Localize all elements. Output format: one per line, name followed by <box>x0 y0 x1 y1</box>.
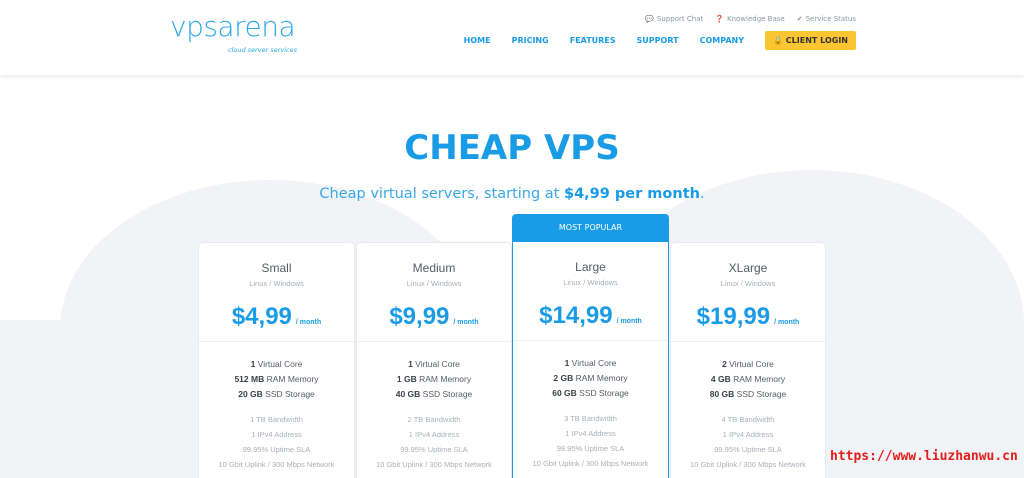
nav-home[interactable]: HOME <box>463 36 491 45</box>
feature-ip: 1 IPv4 Address <box>408 430 460 439</box>
price-value: $9,99 <box>389 303 450 330</box>
plan-card-large[interactable]: Large Linux / Windows $14,99/ month 1 Vi… <box>512 242 669 478</box>
support-chat-link[interactable]: 💬 Support Chat <box>645 14 703 24</box>
price-period: / month <box>774 319 800 326</box>
price-value: $19,99 <box>696 303 771 330</box>
question-circle-icon: ❓ <box>715 15 724 23</box>
subtitle-end: . <box>699 186 705 202</box>
plan-name: Medium <box>412 261 456 275</box>
feature-sla: 99.95% Uptime SLA <box>242 445 311 454</box>
feature-cores: 1 Virtual Core <box>564 358 617 368</box>
client-login-button[interactable]: 🔒 CLIENT LOGIN <box>765 31 856 50</box>
plan-price: $19,99/ month <box>671 303 825 333</box>
feature-bandwidth: 4 TB Bandwidth <box>721 415 775 424</box>
feature-cores: 2 Virtual Core <box>722 359 774 369</box>
main-nav: HOME PRICING FEATURES SUPPORT COMPANY 🔒 … <box>443 31 856 50</box>
feature-sla: 99.95% Uptime SLA <box>400 445 468 454</box>
price-value: $4,99 <box>231 303 292 330</box>
background-cloud <box>864 330 1024 478</box>
price-value: $14,99 <box>539 302 613 329</box>
login-label: CLIENT LOGIN <box>785 36 848 45</box>
site-header: vpsarena cloud server services 💬 Support … <box>0 0 1024 75</box>
plan-features: 1 Virtual Core 1 GB RAM Memory 40 GB SSD… <box>357 357 511 472</box>
lock-icon: 🔒 <box>773 36 783 45</box>
link-label: Service Status <box>805 15 856 23</box>
link-label: Knowledge Base <box>726 15 785 23</box>
nav-support[interactable]: SUPPORT <box>636 36 679 45</box>
plan-features: 2 Virtual Core 4 GB RAM Memory 80 GB SSD… <box>671 357 825 472</box>
feature-network: 10 Gbit Uplink / 300 Mbps Network <box>532 459 649 468</box>
page-title: CHEAP VPS <box>404 128 620 168</box>
plan-os: Linux / Windows <box>249 279 304 288</box>
logo-text: vpsarena <box>170 10 296 43</box>
feature-ram: 4 GB RAM Memory <box>710 374 786 384</box>
check-icon: ✔ <box>796 15 803 23</box>
feature-ip: 1 IPv4 Address <box>251 430 302 439</box>
feature-ram: 1 GB RAM Memory <box>396 374 472 384</box>
page-subtitle: Cheap virtual servers, starting at $4,99… <box>0 184 1024 204</box>
plan-os: Linux / Windows <box>563 278 618 287</box>
feature-storage: 20 GB SSD Storage <box>238 389 315 399</box>
plan-features: 1 Virtual Core 512 MB RAM Memory 20 GB S… <box>199 357 354 472</box>
feature-cores: 1 Virtual Core <box>408 359 460 369</box>
nav-company[interactable]: COMPANY <box>699 36 745 45</box>
logo-tagline: cloud server services <box>228 46 297 54</box>
logo[interactable]: vpsarena cloud server services <box>170 12 300 60</box>
plan-card-medium[interactable]: Medium Linux / Windows $9,99/ month 1 Vi… <box>356 242 512 478</box>
plan-price: $9,99/ month <box>357 303 511 333</box>
feature-storage: 40 GB SSD Storage <box>395 389 473 399</box>
feature-bandwidth: 2 TB Bandwidth <box>407 415 461 424</box>
plan-features: 1 Virtual Core 2 GB RAM Memory 60 GB SSD… <box>513 356 668 471</box>
feature-bandwidth: 1 TB Bandwidth <box>250 415 303 424</box>
plan-os: Linux / Windows <box>720 279 776 288</box>
feature-sla: 99.95% Uptime SLA <box>556 444 625 453</box>
subtitle-price: $4,99 per month <box>563 186 700 202</box>
service-status-link[interactable]: ✔ Service Status <box>797 14 856 24</box>
feature-storage: 60 GB SSD Storage <box>552 388 629 398</box>
link-label: Support Chat <box>656 15 704 23</box>
plan-name: XLarge <box>728 261 768 275</box>
price-period: / month <box>453 319 479 326</box>
feature-network: 10 Gbit Uplink / 300 Mbps Network <box>218 460 335 469</box>
feature-cores: 1 Virtual Core <box>250 359 303 369</box>
feature-sla: 99.95% Uptime SLA <box>714 445 782 454</box>
top-links: 💬 Support Chat ❓ Knowledge Base ✔ Service S… <box>645 14 856 24</box>
feature-bandwidth: 3 TB Bandwidth <box>564 414 617 423</box>
feature-storage: 80 GB SSD Storage <box>709 389 787 399</box>
feature-ram: 2 GB RAM Memory <box>553 373 628 383</box>
feature-ram: 512 MB RAM Memory <box>234 374 319 384</box>
price-period: / month <box>295 319 322 326</box>
plan-os: Linux / Windows <box>406 279 462 288</box>
divider <box>199 341 354 342</box>
feature-network: 10 Gbit Uplink / 300 Mbps Network <box>376 460 492 469</box>
divider <box>671 341 825 342</box>
watermark: https://www.liuzhanwu.cn <box>830 449 1018 464</box>
feature-network: 10 Gbit Uplink / 300 Mbps Network <box>690 460 806 469</box>
plan-name: Large <box>575 260 606 274</box>
divider <box>357 341 511 342</box>
feature-ip: 1 IPv4 Address <box>565 429 616 438</box>
plan-card-small[interactable]: Small Linux / Windows $4,99/ month 1 Vir… <box>198 242 355 478</box>
nav-features[interactable]: FEATURES <box>569 36 616 45</box>
nav-pricing[interactable]: PRICING <box>511 36 549 45</box>
background-cloud <box>0 320 200 478</box>
most-popular-badge: MOST POPULAR <box>512 214 669 242</box>
divider <box>513 340 668 341</box>
subtitle-text: Cheap virtual servers, starting at <box>319 186 564 202</box>
plan-name: Small <box>261 261 292 275</box>
plan-price: $14,99/ month <box>513 302 668 332</box>
plan-price: $4,99/ month <box>199 303 354 333</box>
plan-card-xlarge[interactable]: XLarge Linux / Windows $19,99/ month 2 V… <box>670 242 826 478</box>
feature-ip: 1 IPv4 Address <box>722 430 774 439</box>
chat-bubble-icon: 💬 <box>645 15 654 23</box>
knowledge-base-link[interactable]: ❓ Knowledge Base <box>715 14 784 24</box>
price-period: / month <box>616 318 642 325</box>
